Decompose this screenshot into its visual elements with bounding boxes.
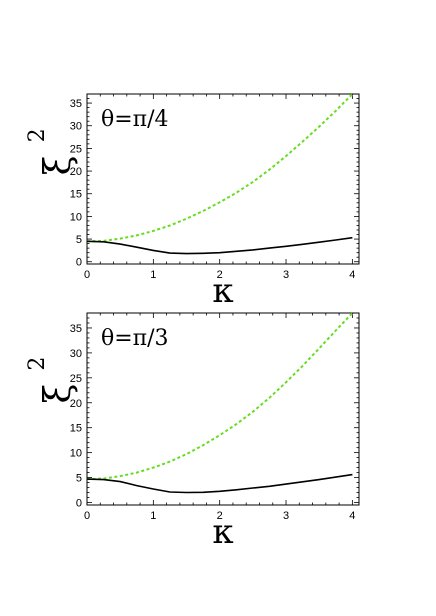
chart-panel-top: 0 1 2 3 4 0 5 10 15 20 25 30 35 θ=π/4 κ ξ 2	[25, 93, 360, 311]
y-tick-label: 5	[76, 234, 82, 246]
panel-annotation: θ=π/3	[101, 326, 169, 351]
x-axis-label: κ	[212, 271, 233, 311]
plot-frame	[86, 312, 360, 506]
y-axis-label: ξ	[38, 384, 79, 404]
series-line-dashed	[86, 93, 354, 243]
x-ticks: 0 1 2 3 4	[84, 313, 355, 522]
x-tick-label: 0	[84, 510, 90, 522]
y-tick-label: 25	[70, 143, 82, 155]
y-tick-label: 20	[70, 166, 82, 178]
y-ticks: 0 5 10 15 20 25 30 35	[70, 312, 359, 510]
y-tick-label: 35	[70, 98, 82, 110]
y-tick-label: 0	[76, 257, 82, 269]
y-tick-label: 10	[70, 448, 82, 460]
x-tick-label: 0	[84, 269, 90, 281]
y-tick-label: 25	[70, 373, 82, 385]
y-axis-label-exponent: 2	[25, 128, 50, 142]
y-tick-label: 15	[70, 189, 82, 201]
x-tick-label: 1	[150, 269, 156, 281]
series-lines	[86, 312, 354, 494]
x-ticks: 0 1 2 3 4	[84, 94, 355, 281]
x-tick-label: 4	[349, 269, 355, 281]
x-tick-label: 4	[349, 510, 355, 522]
y-tick-label: 15	[70, 423, 82, 435]
y-tick-label: 10	[70, 211, 82, 223]
x-tick-label: 3	[283, 510, 289, 522]
y-tick-label: 35	[70, 323, 82, 335]
series-line-solid	[86, 473, 353, 494]
x-tick-label: 2	[217, 269, 223, 281]
y-ticks: 0 5 10 15 20 25 30 35	[70, 93, 359, 269]
y-axis-label-exponent: 2	[25, 357, 50, 371]
y-tick-label: 0	[76, 498, 82, 510]
x-axis-label: κ	[212, 512, 233, 552]
plot-frame	[86, 93, 360, 265]
x-tick-label: 3	[283, 269, 289, 281]
y-tick-label: 30	[70, 121, 82, 133]
y-tick-label: 20	[70, 398, 82, 410]
x-tick-label: 2	[217, 510, 223, 522]
chart-panel-bottom: 0 1 2 3 4 0 5 10 15 20 25 30 35 θ=π/3 κ ξ 2	[25, 312, 360, 552]
series-line-solid	[86, 236, 353, 255]
series-line-dashed	[86, 312, 354, 481]
x-tick-label: 1	[150, 510, 156, 522]
series-lines	[86, 93, 354, 255]
y-axis-label: ξ	[38, 155, 79, 175]
y-tick-label: 5	[76, 473, 82, 485]
panel-annotation: θ=π/4	[101, 107, 169, 132]
y-tick-label: 30	[70, 348, 82, 360]
